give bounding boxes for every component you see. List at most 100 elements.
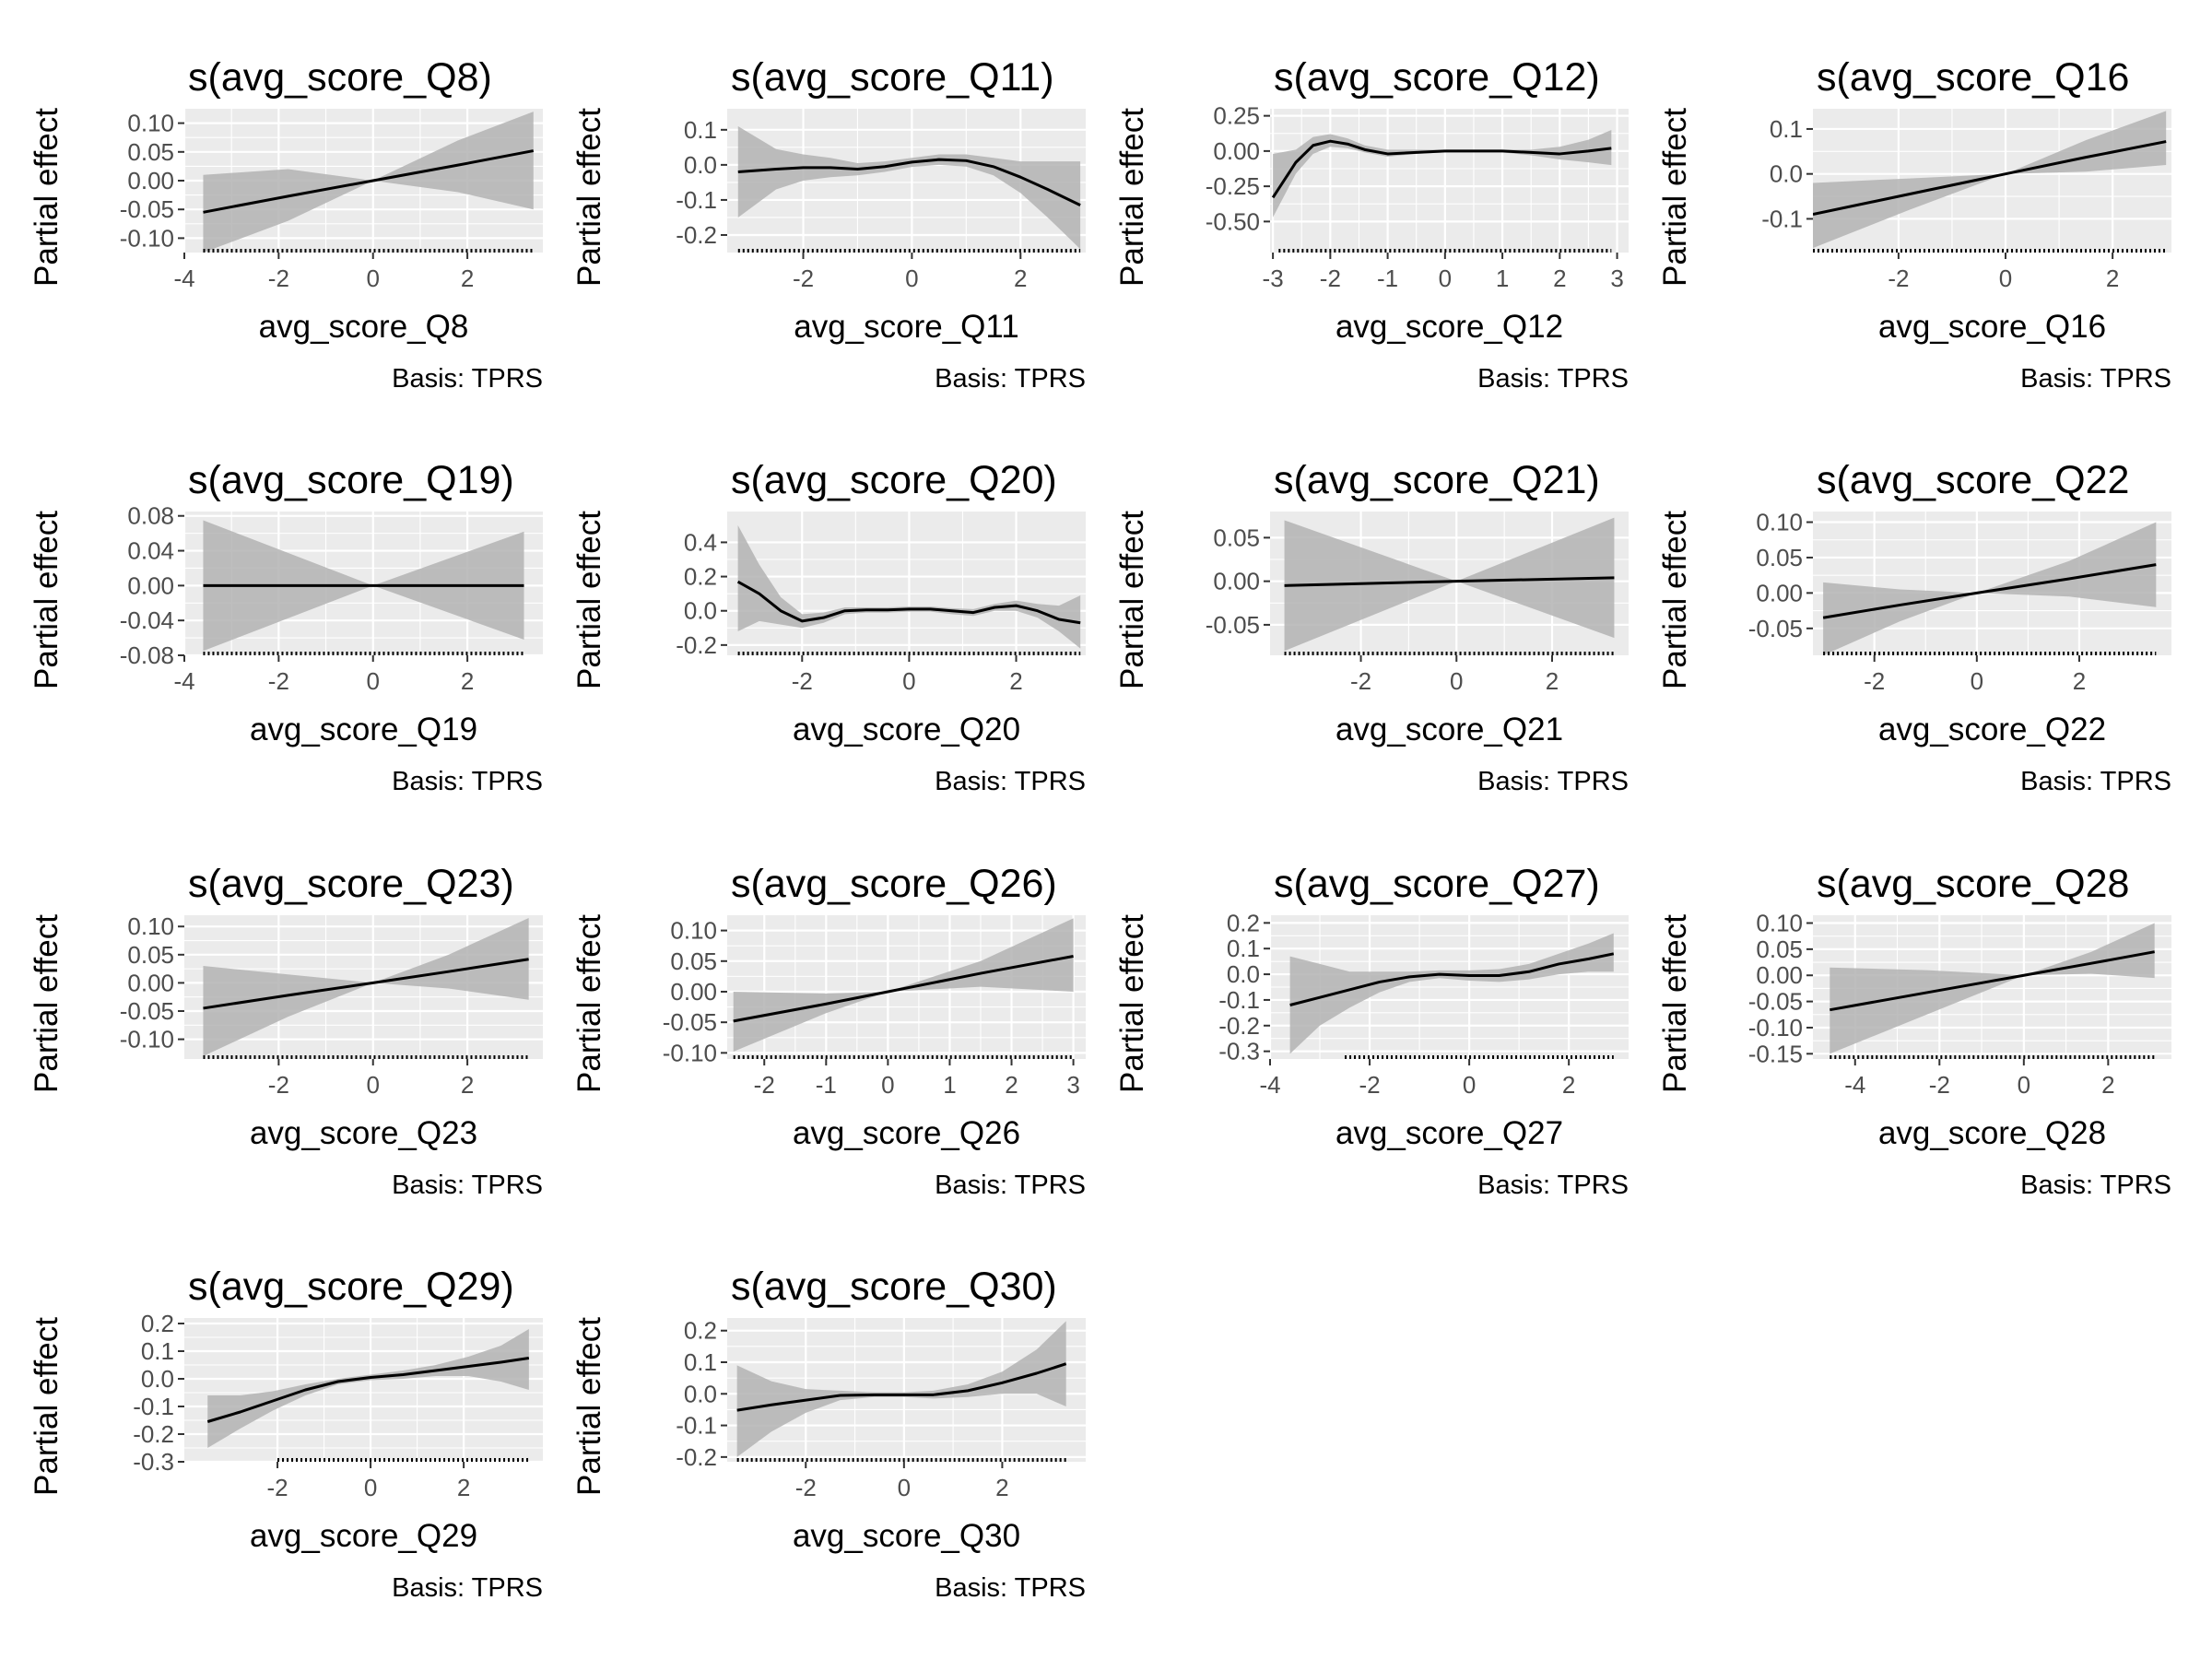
y-tick-label: 0.25: [1213, 102, 1260, 130]
smooth-panel: 0.100.050.00-0.05-0.10 -4 -2 0 2 s(avg_score_…: [29, 55, 543, 394]
smooth-panel: 0.25 0.00 -0.25 -0.50 -3 -2 -1 0 1 2 3 s(avg_score_…: [1114, 55, 1629, 394]
y-tick-label: -0.05: [120, 997, 174, 1025]
y-axis-label: Partial effect: [1657, 108, 1693, 287]
panel-title: s(avg_score_Q26): [731, 862, 1057, 906]
x-tick-label: 1: [1496, 265, 1509, 292]
panel-title: s(avg_score_Q23): [188, 862, 514, 906]
x-tick-label: -2: [268, 265, 289, 292]
smooth-panel: 0.20.10.0-0.1-0.2-0.3 -2 0 2 s(avg_score_Q29…: [29, 1265, 543, 1603]
y-tick-label: 0.05: [670, 947, 717, 975]
smooth-line: [736, 580, 1081, 625]
panel-title: s(avg_score_Q27): [1274, 862, 1600, 906]
y-tick-label: -0.05: [1206, 611, 1260, 639]
y-tick-label: -0.05: [1748, 988, 1803, 1016]
confidence-ribbon: [1289, 933, 1614, 1054]
y-tick-label: 0.10: [670, 917, 717, 945]
y-axis-label: Partial effect: [29, 1317, 65, 1496]
x-tick-label: 3: [1066, 1071, 1079, 1099]
y-tick-label: 0.05: [127, 941, 174, 969]
y-tick-label: -0.10: [120, 224, 174, 252]
x-tick-label: 0: [1999, 265, 2012, 292]
x-tick-label: 2: [2101, 1071, 2114, 1099]
x-tick-label: 0: [2018, 1071, 2030, 1099]
x-tick-label: -2: [1320, 265, 1341, 292]
x-tick-label: 2: [461, 1071, 474, 1099]
x-axis-label: avg_score_Q12: [1335, 309, 1563, 345]
y-tick-label: 0.1: [141, 1337, 174, 1365]
basis-caption: Basis: TPRS: [392, 767, 543, 796]
x-tick-label: 2: [1546, 667, 1559, 695]
y-tick-label: 0.10: [127, 110, 174, 137]
y-tick-label: 0.05: [1756, 935, 1803, 963]
panel-title: s(avg_score_Q29): [188, 1265, 514, 1309]
y-tick-label: 0.05: [1213, 524, 1260, 551]
y-tick-label: -0.05: [120, 195, 174, 223]
y-tick-label: 0.08: [127, 502, 174, 530]
y-tick-label: 0.0: [141, 1365, 174, 1393]
x-axis-label: avg_score_Q8: [259, 309, 469, 345]
basis-caption: Basis: TPRS: [935, 1573, 1086, 1603]
confidence-ribbon: [203, 918, 529, 1056]
x-axis-label: avg_score_Q16: [1878, 309, 2106, 345]
y-tick-label: 0.00: [1213, 137, 1260, 165]
y-tick-label: 0.0: [1770, 160, 1803, 188]
confidence-ribbon: [733, 918, 1074, 1053]
panel-background: [727, 512, 1086, 655]
x-tick-label: -1: [816, 1071, 837, 1099]
x-tick-label: -4: [1844, 1071, 1865, 1099]
x-tick-label: -3: [1263, 265, 1284, 292]
y-tick-label: 0.04: [127, 537, 174, 565]
y-axis-label: Partial effect: [1657, 914, 1693, 1093]
x-tick-label: 0: [367, 667, 380, 695]
y-tick-label: -0.2: [676, 631, 717, 659]
basis-caption: Basis: TPRS: [392, 1573, 543, 1603]
y-tick-label: 0.10: [1756, 910, 1803, 937]
x-tick-label: -2: [1359, 1071, 1380, 1099]
x-tick-label: 0: [905, 265, 918, 292]
x-axis-label: avg_score_Q26: [793, 1115, 1020, 1151]
smooth-line: [736, 1362, 1067, 1412]
y-tick-label: 0.1: [684, 116, 717, 144]
smooth-line: [1284, 576, 1615, 587]
smooth-panel: 0.20.10.0-0.1-0.2-0.3 -4 -2 0 2 s(avg_score_Q…: [1114, 862, 1629, 1200]
basis-caption: Basis: TPRS: [1477, 1171, 1629, 1200]
panel-title: s(avg_score_Q28: [1817, 862, 2129, 906]
x-axis-label: avg_score_Q27: [1335, 1115, 1563, 1151]
smooth-panel: 0.05 0.00 -0.05 -2 0 2 s(avg_score_Q21) avg_sco…: [1114, 458, 1629, 796]
y-tick-label: -0.1: [1218, 986, 1260, 1014]
y-tick-label: -0.05: [663, 1008, 717, 1036]
x-tick-label: 2: [1009, 667, 1022, 695]
x-tick-label: 2: [2106, 265, 2119, 292]
y-tick-label: -0.3: [1218, 1038, 1260, 1065]
basis-caption: Basis: TPRS: [1477, 767, 1629, 796]
y-tick-label: 0.00: [127, 571, 174, 599]
x-tick-label: 0: [881, 1071, 894, 1099]
x-tick-label: -2: [1864, 667, 1885, 695]
x-tick-label: 2: [2073, 667, 2086, 695]
y-tick-label: 0.2: [141, 1310, 174, 1337]
confidence-ribbon: [1830, 923, 2155, 1054]
confidence-ribbon: [1284, 517, 1615, 652]
y-tick-label: -0.05: [1748, 615, 1803, 642]
y-tick-label: 0.10: [1756, 509, 1803, 536]
y-axis-label: Partial effect: [1114, 108, 1150, 287]
y-tick-label: 0.1: [684, 1348, 717, 1376]
y-tick-label: -0.10: [120, 1026, 174, 1053]
y-tick-label: 0.10: [127, 912, 174, 940]
smooth-line: [1271, 139, 1612, 199]
x-tick-label: 2: [1014, 265, 1027, 292]
x-tick-label: 0: [367, 1071, 380, 1099]
x-tick-label: -1: [1377, 265, 1398, 292]
x-tick-label: 0: [364, 1474, 377, 1501]
x-tick-label: 3: [1610, 265, 1623, 292]
panel-title: s(avg_score_Q20): [731, 458, 1057, 502]
x-tick-label: 0: [1439, 265, 1452, 292]
y-tick-label: 0.00: [1213, 568, 1260, 595]
smooth-line: [1830, 950, 2155, 1012]
y-tick-label: -0.1: [133, 1393, 174, 1420]
x-axis-label: avg_score_Q21: [1335, 712, 1563, 747]
smooth-panel: 0.08 0.04 0.00 -0.04 -0.08-4 -2 0 2 s(avg_score_…: [29, 458, 543, 796]
x-tick-label: -4: [1259, 1071, 1280, 1099]
y-tick-label: 0.00: [127, 969, 174, 996]
y-axis-label: Partial effect: [571, 511, 607, 689]
